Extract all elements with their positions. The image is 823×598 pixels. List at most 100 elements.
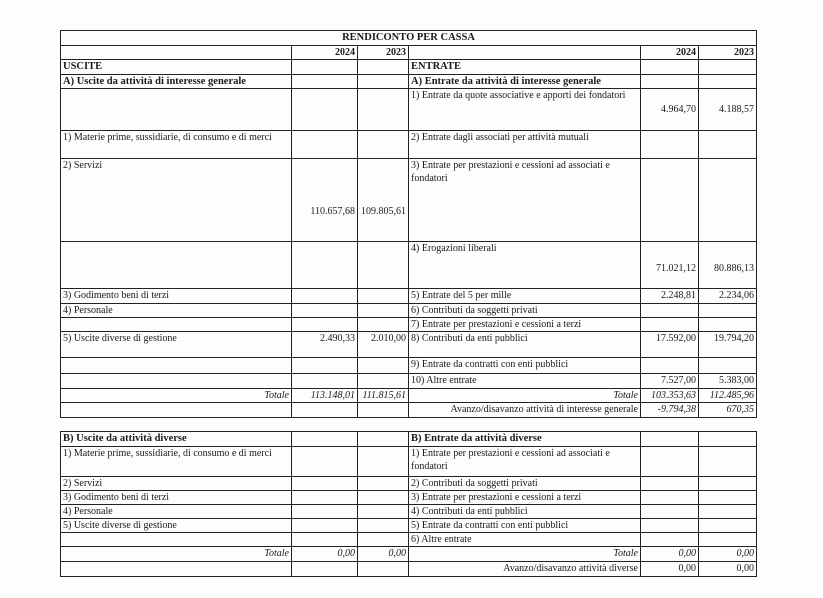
value-l2023: 109.805,61 <box>357 158 409 242</box>
rendiconto-table-b: B) Uscite da attività diverse B) Entrate … <box>60 431 757 577</box>
entrate-label: 1) Entrate per prestazioni e cessioni ad… <box>408 446 641 477</box>
value-l2023 <box>357 561 409 577</box>
value-l2024 <box>291 88 358 131</box>
value-r2023 <box>698 532 757 547</box>
entrate-label: 1) Entrate da quote associative e apport… <box>408 88 641 131</box>
value-r2024: 17.592,00 <box>640 331 699 358</box>
value-r2023 <box>698 518 757 533</box>
value-l2023 <box>357 373 409 389</box>
value-l2023 <box>357 446 409 477</box>
value-r2023 <box>698 476 757 491</box>
value-l2023 <box>357 241 409 289</box>
value-r2024 <box>640 532 699 547</box>
entrate-label: 4) Contributi da enti pubblici <box>408 504 641 519</box>
value-r2024 <box>640 59 699 75</box>
uscite-label: 3) Godimento beni di terzi <box>60 288 292 304</box>
value-l2024 <box>291 446 358 477</box>
value-r2023 <box>698 303 757 318</box>
value-l2024 <box>291 518 358 533</box>
value-r2024: 0,00 <box>640 546 699 562</box>
uscite-label: Totale <box>60 546 292 562</box>
table-row: 3) Godimento beni di terzi 3) Entrate per… <box>60 490 757 505</box>
uscite-label <box>60 402 292 418</box>
entrate-label: 4) Erogazioni liberali <box>408 241 641 289</box>
entrate-label: 2) Entrate dagli associati per attività … <box>408 130 641 159</box>
value-l2024 <box>291 476 358 491</box>
uscite-label: 5) Uscite diverse di gestione <box>60 331 292 358</box>
value-l2024 <box>291 74 358 89</box>
value-r2023 <box>698 317 757 332</box>
value-l2024 <box>291 288 358 304</box>
entrate-label: 7) Entrate per prestazioni e cessioni a … <box>408 317 641 332</box>
table-row: 2) Servizi 110.657,68 109.805,61 3) Entrate… <box>60 158 757 242</box>
value-l2024 <box>291 130 358 159</box>
table-row: USCITE ENTRATE <box>60 59 757 75</box>
value-l2024: 0,00 <box>291 546 358 562</box>
value-r2023: 112.485,96 <box>698 388 757 403</box>
value-l2024 <box>291 357 358 374</box>
entrate-label: ENTRATE <box>408 59 641 75</box>
value-r2024 <box>640 158 699 242</box>
entrate-label: 8) Contributi da enti pubblici <box>408 331 641 358</box>
year-header-left-2024: 2024 <box>291 45 358 60</box>
value-r2024: 2.248,81 <box>640 288 699 304</box>
uscite-label: 1) Materie prime, sussidiarie, di consum… <box>60 130 292 159</box>
document-title: RENDICONTO PER CASSA <box>60 30 757 46</box>
value-l2023 <box>357 59 409 75</box>
entrate-label: 6) Contributi da soggetti privati <box>408 303 641 318</box>
table-row: B) Uscite da attività diverse B) Entrate … <box>60 431 757 447</box>
uscite-label: 2) Servizi <box>60 158 292 242</box>
value-r2024 <box>640 317 699 332</box>
value-r2023 <box>698 504 757 519</box>
value-l2023 <box>357 431 409 447</box>
value-r2024: 103.353,63 <box>640 388 699 403</box>
value-l2023 <box>357 490 409 505</box>
value-r2024 <box>640 431 699 447</box>
value-l2024: 2.490,33 <box>291 331 358 358</box>
value-r2023: 4.188,57 <box>698 88 757 131</box>
value-l2024 <box>291 373 358 389</box>
uscite-label: A) Uscite da attività di interesse gener… <box>60 74 292 89</box>
value-l2024 <box>291 561 358 577</box>
value-r2024: 0,00 <box>640 561 699 577</box>
value-l2023 <box>357 130 409 159</box>
table-row: A) Uscite da attività di interesse gener… <box>60 74 757 89</box>
uscite-label <box>60 241 292 289</box>
entrate-label: B) Entrate da attività diverse <box>408 431 641 447</box>
value-r2024: 71.021,12 <box>640 241 699 289</box>
blank-cell <box>408 45 641 60</box>
uscite-label <box>60 532 292 547</box>
value-r2023 <box>698 59 757 75</box>
value-l2023: 2.010,00 <box>357 331 409 358</box>
value-l2024: 110.657,68 <box>291 158 358 242</box>
value-r2024 <box>640 130 699 159</box>
value-r2024 <box>640 74 699 89</box>
uscite-label <box>60 373 292 389</box>
uscite-label: 5) Uscite diverse di gestione <box>60 518 292 533</box>
table-row: Totale 0,00 0,00 Totale 0,00 0,00 <box>60 546 757 562</box>
year-header-left-2023: 2023 <box>357 45 409 60</box>
uscite-label <box>60 88 292 131</box>
uscite-label <box>60 317 292 332</box>
entrate-label: 3) Entrate per prestazioni e cessioni ad… <box>408 158 641 242</box>
entrate-label: 3) Entrate per prestazioni e cessioni a … <box>408 490 641 505</box>
year-header-right-2024: 2024 <box>640 45 699 60</box>
value-l2024 <box>291 317 358 332</box>
entrate-label: Avanzo/disavanzo attività di interesse g… <box>408 402 641 418</box>
value-r2023: 80.886,13 <box>698 241 757 289</box>
table-row: 3) Godimento beni di terzi 5) Entrate del… <box>60 288 757 304</box>
value-r2024 <box>640 518 699 533</box>
entrate-label: Avanzo/disavanzo attività diverse <box>408 561 641 577</box>
value-r2024 <box>640 490 699 505</box>
entrate-label: 5) Entrate del 5 per mille <box>408 288 641 304</box>
value-r2024 <box>640 476 699 491</box>
value-l2024 <box>291 402 358 418</box>
value-r2023: 0,00 <box>698 546 757 562</box>
value-r2023 <box>698 431 757 447</box>
entrate-label: 10) Altre entrate <box>408 373 641 389</box>
table-row: Avanzo/disavanzo attività diverse 0,00 0,0… <box>60 561 757 577</box>
value-r2024 <box>640 303 699 318</box>
value-r2023: 5.383,00 <box>698 373 757 389</box>
table-row: 5) Uscite diverse di gestione 2.490,33 2.0… <box>60 331 757 358</box>
value-r2023 <box>698 446 757 477</box>
